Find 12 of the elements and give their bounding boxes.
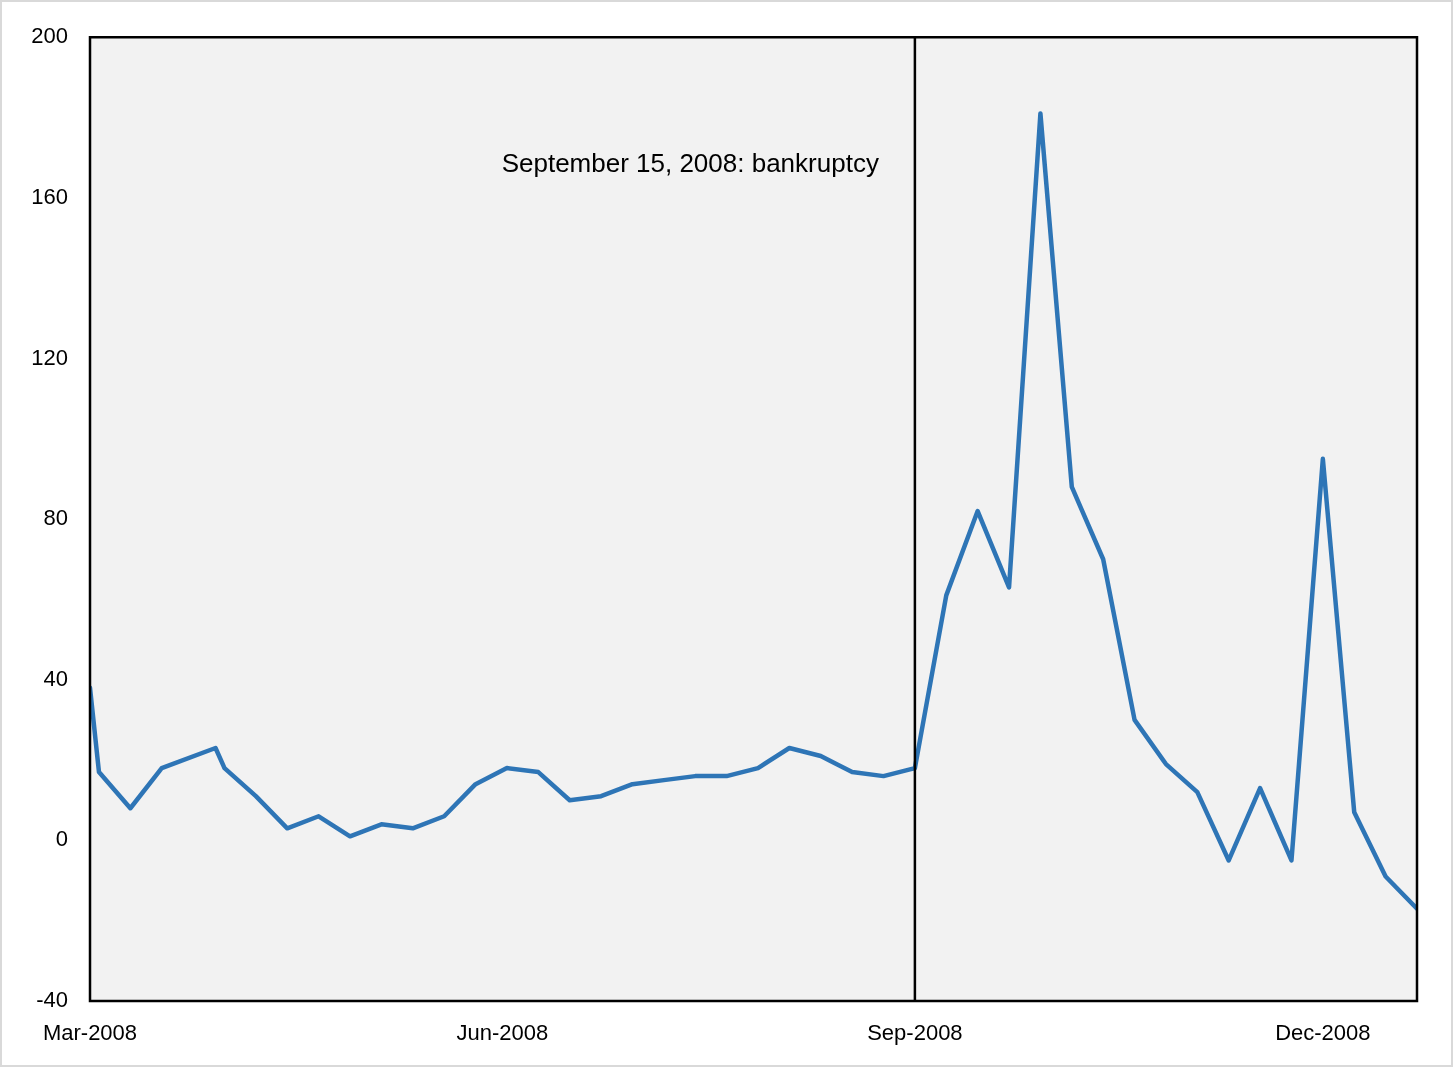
y-tick-label: 0 xyxy=(55,826,68,852)
y-tick-label: 80 xyxy=(43,505,68,531)
y-tick-label: 40 xyxy=(43,665,68,691)
x-tick-label: Dec-2008 xyxy=(1275,1020,1371,1046)
y-tick-label: -40 xyxy=(36,987,68,1013)
x-tick-label: Jun-2008 xyxy=(456,1020,549,1046)
y-tick-label: 160 xyxy=(31,183,68,209)
y-tick-label: 200 xyxy=(31,23,68,49)
y-tick-label: 120 xyxy=(31,344,68,370)
x-tick-label: Mar-2008 xyxy=(42,1020,138,1046)
x-tick-label: Sep-2008 xyxy=(867,1020,963,1046)
ref-line-label: September 15, 2008: bankruptcy xyxy=(501,148,879,179)
